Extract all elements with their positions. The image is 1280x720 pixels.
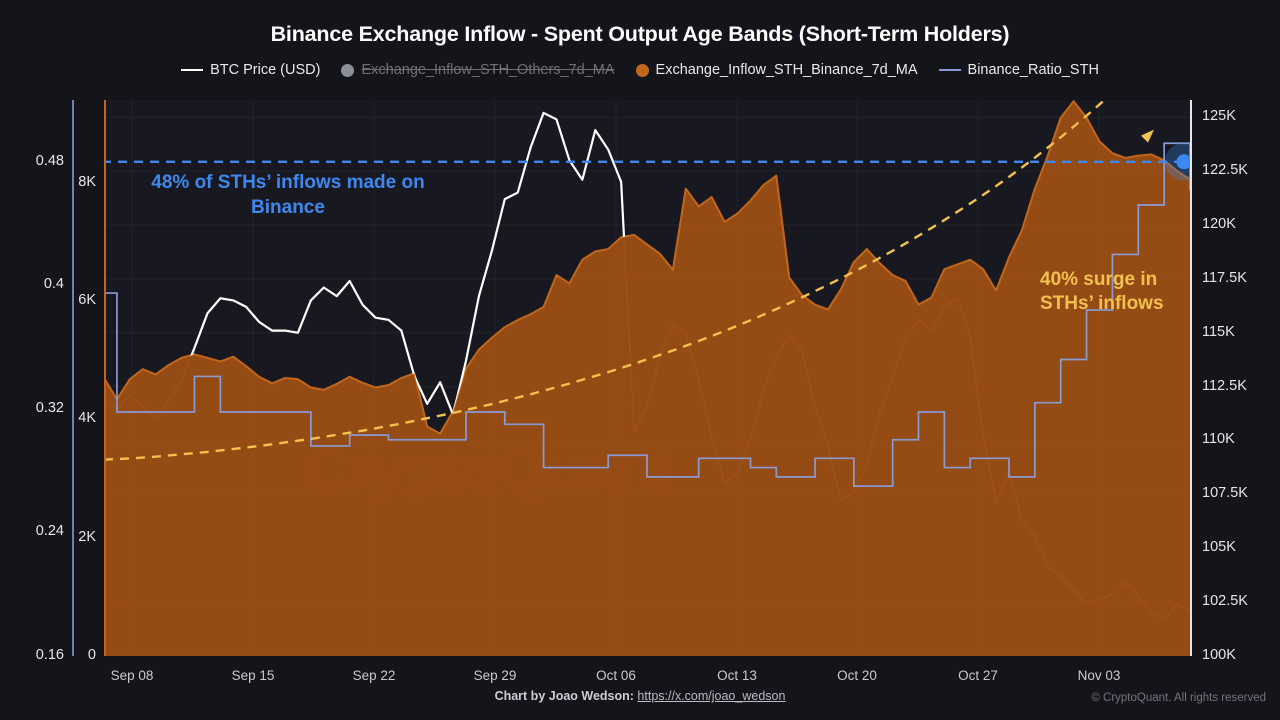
credit-label: Chart by Joao Wedson: <box>494 689 634 703</box>
y-tick-price: 112.5K <box>1202 377 1247 394</box>
x-tick-label: Oct 06 <box>596 668 636 683</box>
chart-legend: BTC Price (USD) Exchange_Inflow_STH_Othe… <box>0 62 1280 78</box>
x-tick-label: Sep 15 <box>231 668 275 683</box>
page-title: Binance Exchange Inflow - Spent Output A… <box>270 22 1010 46</box>
y-tick-inflow: 0 <box>87 647 96 663</box>
y-tick-price: 102.5K <box>1202 593 1248 610</box>
annotation-line-2: STHs’ inflows <box>1040 293 1164 315</box>
footer-copyright: © CryptoQuant. All rights reserved <box>1091 692 1266 704</box>
y-tick-price: 122.5K <box>1202 162 1248 179</box>
annotation-line-1: 40% surge in <box>1040 269 1158 290</box>
x-tick-label: Oct 13 <box>717 668 757 683</box>
legend-line-icon <box>938 69 961 71</box>
legend-dot-icon <box>635 63 649 77</box>
legend-label: BTC Price (USD) <box>210 62 321 78</box>
legend-label: Exchange_Inflow_STH_Others_7d_MA <box>361 62 615 78</box>
plot-area: CryptoQuant <box>104 100 1190 656</box>
annotation-binance-share: 48% of STHs’ inflows made on Binance <box>118 170 458 220</box>
y-tick-ratio: 0.48 <box>35 152 64 169</box>
x-tick-label: Sep 29 <box>473 668 517 683</box>
x-tick-label: Sep 22 <box>352 668 396 683</box>
legend-line-icon <box>181 69 204 71</box>
x-tick-label: Oct 20 <box>837 668 877 683</box>
y-tick-inflow: 4K <box>78 410 96 427</box>
y-tick-inflow: 8K <box>78 173 96 190</box>
y-axis-inflow-spine <box>104 100 106 656</box>
legend-item-btc-price[interactable]: BTC Price (USD) <box>181 62 320 78</box>
legend-label: Binance_Ratio_STH <box>967 62 1099 78</box>
annotation-line-2: Binance <box>251 197 325 219</box>
y-tick-price: 125K <box>1202 108 1236 125</box>
x-tick-label: Nov 03 <box>1077 668 1121 683</box>
legend-item-sth-others[interactable]: Exchange_Inflow_STH_Others_7d_MA <box>341 62 615 78</box>
credit-link[interactable]: https://x.com/joao_wedson <box>637 689 786 703</box>
y-tick-price: 105K <box>1202 539 1236 556</box>
annotation-inflow-surge: 40% surge in STHs’ inflows <box>1040 268 1200 317</box>
y-tick-ratio: 0.32 <box>35 399 64 416</box>
y-tick-ratio: 0.24 <box>35 523 64 540</box>
y-tick-inflow: 2K <box>78 528 96 545</box>
legend-item-binance-ratio[interactable]: Binance_Ratio_STH <box>938 62 1099 78</box>
y-tick-price: 117.5K <box>1202 269 1247 286</box>
annotation-line-1: 48% of STHs’ inflows made on <box>151 172 425 193</box>
y-axis-ratio-spine <box>72 100 74 656</box>
y-tick-price: 107.5K <box>1202 485 1248 502</box>
legend-label: Exchange_Inflow_STH_Binance_7d_MA <box>655 62 918 78</box>
y-tick-price: 120K <box>1202 215 1236 232</box>
y-tick-price: 100K <box>1202 647 1236 663</box>
x-tick-label: Oct 27 <box>958 668 998 683</box>
y-tick-inflow: 6K <box>78 292 96 309</box>
x-tick-label: Sep 08 <box>110 668 154 683</box>
y-axis-price-spine <box>1190 100 1192 656</box>
legend-dot-icon <box>341 63 355 77</box>
y-tick-price: 115K <box>1202 323 1235 340</box>
y-tick-ratio: 0.4 <box>43 276 64 293</box>
chart-canvas <box>104 100 1190 656</box>
legend-item-sth-binance[interactable]: Exchange_Inflow_STH_Binance_7d_MA <box>635 62 918 78</box>
footer-credit: Chart by Joao Wedson: https://x.com/joao… <box>0 689 1280 703</box>
y-tick-price: 110K <box>1202 431 1235 448</box>
y-tick-ratio: 0.16 <box>35 647 64 663</box>
